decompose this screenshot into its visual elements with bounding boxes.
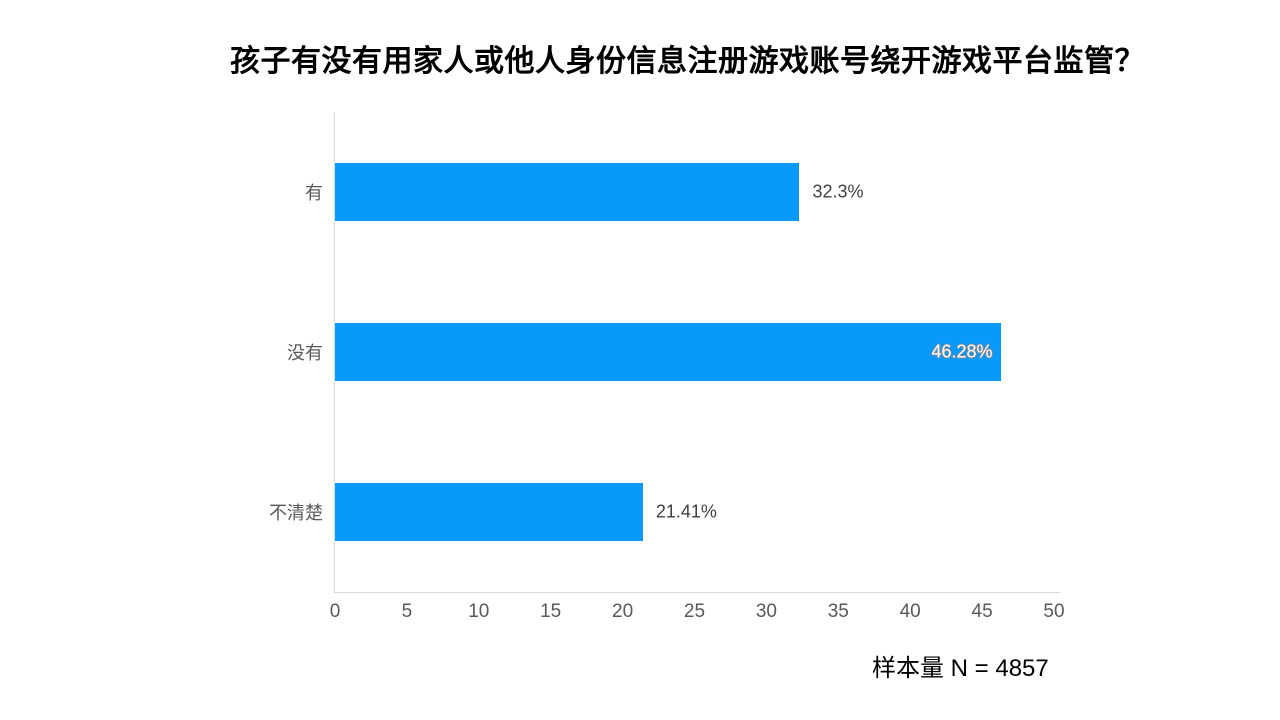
bar: [335, 163, 800, 221]
chart-title: 孩子有没有用家人或他人身份信息注册游戏账号绕开游戏平台监管？: [230, 45, 1145, 78]
x-tick-label: 0: [329, 601, 341, 622]
bar-row: 不清楚 21.41%: [269, 432, 1054, 592]
data-label: 21.41%: [655, 501, 717, 522]
x-axis-line: [334, 592, 1060, 593]
category-label: 有: [305, 183, 323, 203]
bar: [335, 483, 643, 541]
plot-area: 有 32.3% 没有 46.28% 不清楚 21.41% 0 5 10 15 20 25 30 35 40…: [269, 112, 1065, 622]
x-tick-label: 40: [899, 601, 921, 622]
x-tick-label: 50: [1043, 601, 1065, 622]
sample-size-note: 样本量 N = 4857: [872, 655, 1049, 682]
x-tick-label: 30: [755, 601, 777, 622]
bar-row: 有 32.3%: [305, 112, 1054, 272]
bar-row: 没有 46.28%: [287, 272, 1054, 432]
x-tick-label: 5: [401, 601, 413, 622]
data-label: 32.3%: [812, 181, 864, 202]
x-tick-label: 25: [683, 601, 706, 622]
y-axis-line: [334, 112, 335, 592]
x-tick-label: 10: [468, 601, 490, 622]
x-tick-label: 20: [612, 601, 634, 622]
x-tick-label: 35: [827, 601, 849, 622]
bar: 46.28%: [335, 323, 1001, 381]
x-tick-label: 15: [540, 601, 562, 622]
x-tick-label: 45: [971, 601, 993, 622]
category-label: 不清楚: [269, 503, 323, 523]
x-axis-ticks: 0 5 10 15 20 25 30 35 40 45 50: [330, 592, 1065, 622]
category-label: 没有: [287, 343, 323, 363]
data-label: 46.28%: [931, 341, 993, 362]
